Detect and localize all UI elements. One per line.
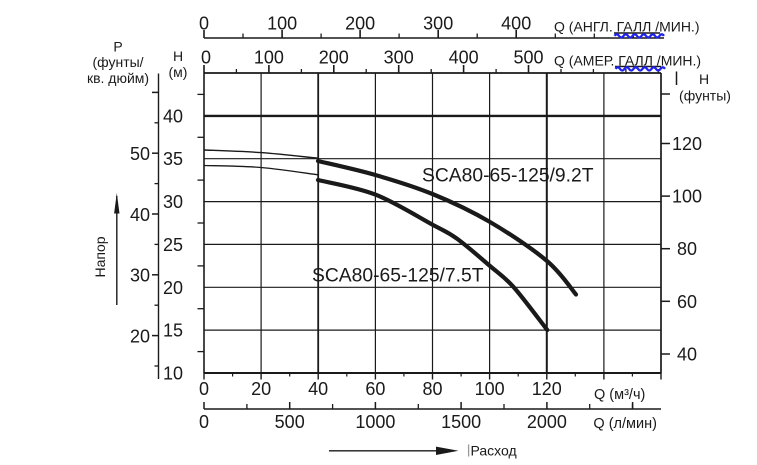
svg-text:0: 0 — [201, 48, 211, 68]
svg-text:H: H — [699, 71, 709, 87]
svg-text:40: 40 — [163, 106, 183, 126]
svg-text:Q (л/мин): Q (л/мин) — [593, 416, 657, 432]
svg-text:10: 10 — [163, 364, 183, 384]
svg-text:100: 100 — [672, 187, 702, 207]
svg-text:40: 40 — [677, 345, 697, 365]
svg-text:Q (АМЕР. ГАЛЛ /МИН.): Q (АМЕР. ГАЛЛ /МИН.) — [554, 52, 701, 68]
svg-text:120: 120 — [532, 379, 562, 399]
svg-text:1000: 1000 — [355, 412, 395, 432]
svg-text:Q (АНГЛ. ГАЛЛ /МИН.): Q (АНГЛ. ГАЛЛ /МИН.) — [554, 19, 699, 35]
svg-text:20: 20 — [130, 326, 150, 346]
svg-text:100: 100 — [475, 379, 505, 399]
svg-text:Q (м³/ч): Q (м³/ч) — [594, 387, 645, 403]
svg-text:50: 50 — [130, 144, 150, 164]
svg-text:SCA80-65-125/7.5T: SCA80-65-125/7.5T — [312, 266, 484, 287]
svg-text:100: 100 — [267, 14, 297, 34]
svg-text:120: 120 — [672, 134, 702, 154]
svg-text:400: 400 — [501, 14, 531, 34]
svg-text:200: 200 — [345, 14, 375, 34]
svg-text:2000: 2000 — [527, 412, 567, 432]
svg-text:200: 200 — [319, 48, 349, 68]
svg-text:100: 100 — [254, 48, 284, 68]
svg-text:500: 500 — [513, 48, 543, 68]
svg-text:кв. дюйм): кв. дюйм) — [87, 70, 149, 86]
svg-text:25: 25 — [163, 235, 183, 255]
svg-text:(м): (м) — [169, 64, 188, 80]
svg-text:300: 300 — [384, 48, 414, 68]
svg-text:400: 400 — [449, 48, 479, 68]
svg-text:0: 0 — [199, 379, 209, 399]
svg-text:(фунты): (фунты) — [679, 88, 731, 104]
svg-text:15: 15 — [163, 321, 183, 341]
svg-text:0: 0 — [199, 14, 209, 34]
svg-text:20: 20 — [163, 278, 183, 298]
svg-text:SCA80-65-125/9.2T: SCA80-65-125/9.2T — [422, 166, 594, 187]
svg-text:80: 80 — [422, 379, 442, 399]
svg-text:0: 0 — [199, 412, 209, 432]
svg-text:60: 60 — [365, 379, 385, 399]
svg-text:35: 35 — [163, 149, 183, 169]
svg-text:P: P — [113, 39, 122, 55]
svg-text:30: 30 — [163, 192, 183, 212]
svg-text:Напор: Напор — [92, 236, 108, 277]
svg-text:40: 40 — [308, 379, 328, 399]
svg-text:80: 80 — [677, 239, 697, 259]
svg-text:1500: 1500 — [441, 412, 481, 432]
svg-text:500: 500 — [275, 412, 305, 432]
svg-text:Расход: Расход — [471, 442, 517, 458]
svg-text:40: 40 — [130, 205, 150, 225]
svg-text:60: 60 — [677, 292, 697, 312]
svg-text:20: 20 — [251, 379, 271, 399]
svg-text:300: 300 — [423, 14, 453, 34]
svg-text:(фунты/: (фунты/ — [92, 54, 143, 70]
svg-text:30: 30 — [130, 266, 150, 286]
svg-text:H: H — [173, 48, 183, 64]
